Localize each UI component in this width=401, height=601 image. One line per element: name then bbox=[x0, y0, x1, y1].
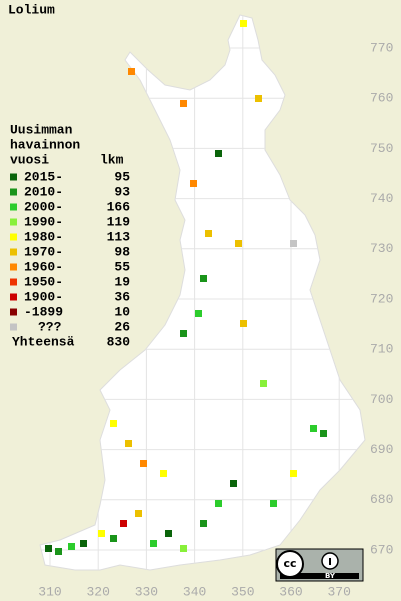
legend-count: 26 bbox=[114, 319, 130, 334]
legend: 2015- 95 2010- 93 2000- 166 1990- 119 1980- 113 19… bbox=[10, 169, 130, 349]
legend-count: 98 bbox=[114, 244, 130, 259]
legend-count-header: lkm bbox=[100, 152, 124, 167]
legend-swatch bbox=[10, 308, 17, 316]
y-axis-label: 710 bbox=[370, 342, 393, 357]
legend-swatch bbox=[10, 218, 17, 226]
license-badge: cc BY bbox=[275, 548, 364, 582]
legend-count: 166 bbox=[107, 199, 131, 214]
legend-swatch bbox=[10, 263, 17, 271]
y-axis-label: 760 bbox=[370, 91, 393, 106]
legend-header: havainnon bbox=[10, 137, 80, 152]
badge-text: BY bbox=[325, 572, 336, 580]
legend-label: 2000- bbox=[24, 199, 63, 214]
y-axis-label: 700 bbox=[370, 392, 393, 407]
x-axis-label: 320 bbox=[86, 584, 109, 599]
legend-label: ??? bbox=[38, 319, 62, 334]
legend-label: 1900- bbox=[24, 289, 63, 304]
observation-squares bbox=[45, 20, 327, 555]
y-axis-label: 730 bbox=[370, 241, 393, 256]
legend-count: 19 bbox=[114, 274, 130, 289]
legend-label: 1970- bbox=[24, 244, 63, 259]
legend-count: 36 bbox=[114, 289, 130, 304]
legend-swatch bbox=[10, 323, 17, 331]
country-outline bbox=[39, 14, 366, 571]
x-axis-label: 350 bbox=[231, 584, 254, 599]
legend-count: 10 bbox=[114, 304, 130, 319]
legend-swatch bbox=[10, 173, 17, 181]
y-axis-label: 770 bbox=[370, 40, 393, 55]
legend-swatch bbox=[10, 188, 17, 196]
legend-count: 55 bbox=[114, 259, 130, 274]
x-axis-label: 310 bbox=[38, 584, 61, 599]
y-axis-label: 680 bbox=[370, 492, 393, 507]
legend-count: 119 bbox=[107, 214, 131, 229]
legend-swatch bbox=[10, 248, 17, 256]
y-axis-label: 720 bbox=[370, 291, 393, 306]
legend-total-label: Yhteensä bbox=[12, 334, 75, 349]
legend-header: vuosi bbox=[10, 152, 49, 167]
legend-count: 93 bbox=[114, 184, 130, 199]
y-axis-label: 750 bbox=[370, 141, 393, 156]
x-axis-label: 370 bbox=[327, 584, 350, 599]
legend-label: 2015- bbox=[24, 169, 63, 184]
y-axis-label: 690 bbox=[370, 442, 393, 457]
legend-label: 1950- bbox=[24, 274, 63, 289]
legend-label: 1980- bbox=[24, 229, 63, 244]
legend-count: 95 bbox=[114, 169, 130, 184]
legend-swatch bbox=[10, 278, 17, 286]
legend-total: 830 bbox=[107, 334, 131, 349]
svg-text:cc: cc bbox=[283, 557, 296, 570]
legend-swatch bbox=[10, 233, 17, 241]
x-axis-label: 360 bbox=[279, 584, 302, 599]
legend-header: Uusimman bbox=[10, 122, 73, 137]
x-axis-label: 330 bbox=[135, 584, 158, 599]
legend-label: 1960- bbox=[24, 259, 63, 274]
legend-label: 1990- bbox=[24, 214, 63, 229]
legend-label: -1899 bbox=[24, 304, 63, 319]
x-axis-label: 340 bbox=[183, 584, 206, 599]
legend-swatch bbox=[10, 293, 17, 301]
y-axis-label: 740 bbox=[370, 191, 393, 206]
y-axis-label: 670 bbox=[370, 542, 393, 557]
title: Lolium bbox=[8, 2, 55, 17]
legend-label: 2010- bbox=[24, 184, 63, 199]
legend-count: 113 bbox=[107, 229, 131, 244]
legend-swatch bbox=[10, 203, 17, 211]
